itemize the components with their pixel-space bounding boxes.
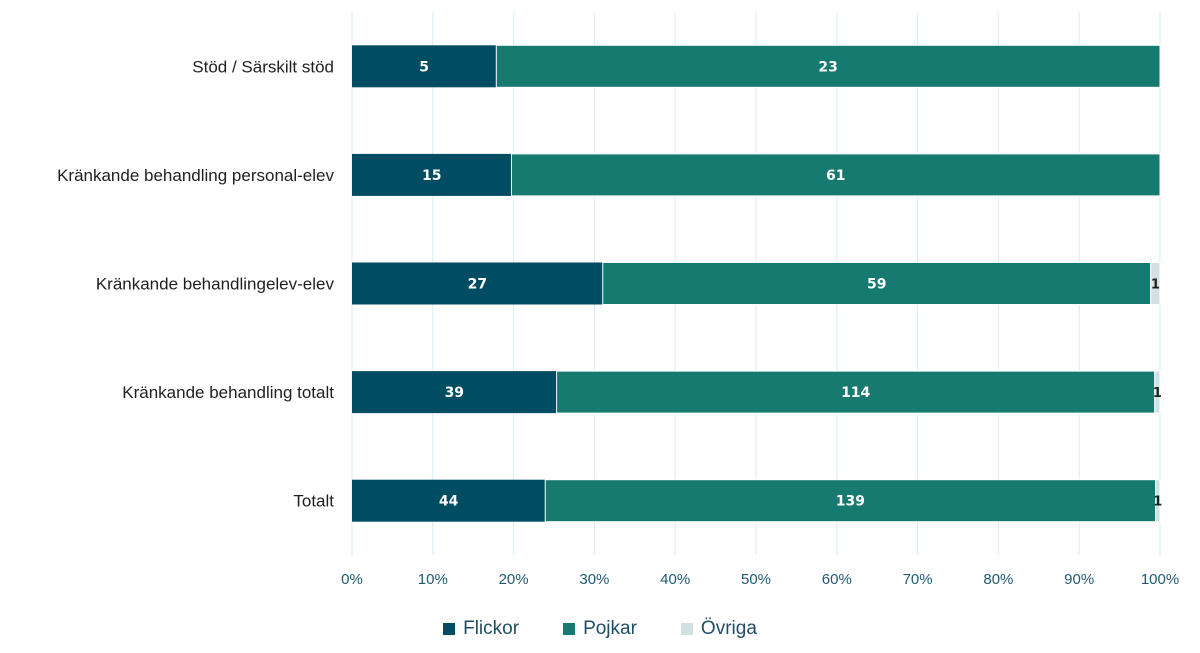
data-label: 27 [468, 277, 487, 293]
data-label: 15 [422, 168, 441, 184]
category-label: Kränkande behandling personal-elev [57, 166, 334, 185]
x-tick-label: 30% [579, 571, 609, 588]
bar-segment-flickor [352, 45, 497, 88]
data-label: 139 [836, 494, 865, 510]
x-tick-label: 50% [741, 571, 771, 588]
data-label: 1 [1151, 278, 1160, 293]
category-label: Stöd / Särskilt stöd [192, 57, 334, 76]
bar-segment-flickor [352, 371, 557, 414]
data-label: 5 [419, 59, 429, 75]
x-tick-label: 80% [983, 571, 1013, 588]
category-label: Kränkande behandling totalt [122, 383, 334, 402]
data-label: 23 [818, 59, 837, 75]
legend: Flickor Pojkar Övriga [0, 618, 1200, 640]
x-tick-label: 10% [418, 571, 448, 588]
bar-segment-vriga [1154, 370, 1161, 414]
legend-swatch-pojkar [563, 623, 576, 635]
legend-swatch-flickor [443, 623, 456, 635]
bar-segment-vriga [1155, 479, 1161, 523]
stacked-bar-chart: 0% 10% 20% 30% 40% 50% 60% 70% 80% 90% 100% Stöd / … [57, 12, 1179, 588]
bar-segment-flickor [352, 153, 512, 196]
data-label: 114 [841, 385, 870, 401]
x-tick-label: 0% [341, 571, 363, 588]
bar-segment-flickor [352, 479, 546, 522]
bar-segment-pojkar [495, 44, 1161, 88]
data-label: 1 [1153, 495, 1162, 510]
bar-segment-pojkar [544, 479, 1157, 523]
bar-segment-vriga [1150, 262, 1161, 305]
category-label: Totalt [293, 492, 334, 511]
bar-segment-flickor [352, 262, 603, 305]
bar-segment-pojkar [556, 370, 1156, 414]
data-label: 1 [1153, 386, 1162, 401]
bar-segment-pojkar [510, 153, 1161, 197]
legend-label-flickor: Flickor [463, 618, 520, 639]
x-tick-label: 60% [822, 571, 852, 588]
x-tick-label: 100% [1141, 571, 1179, 588]
data-label: 44 [439, 494, 459, 510]
legend-label-ovriga: Övriga [700, 618, 757, 639]
legend-label-pojkar: Pojkar [583, 618, 637, 639]
legend-item-ovriga: Övriga [680, 618, 757, 640]
x-tick-label: 20% [499, 571, 529, 588]
category-label: Kränkande behandlingelev-elev [96, 275, 335, 294]
legend-swatch-ovriga [680, 623, 693, 635]
bar-segment-pojkar [602, 262, 1152, 305]
data-label: 59 [867, 277, 886, 293]
data-label: 61 [826, 168, 845, 184]
x-tick-label: 90% [1064, 571, 1094, 588]
data-label: 39 [445, 385, 464, 401]
x-tick-label: 70% [903, 571, 933, 588]
x-tick-label: 40% [660, 571, 690, 588]
legend-item-pojkar: Pojkar [563, 618, 637, 640]
legend-item-flickor: Flickor [443, 618, 519, 640]
